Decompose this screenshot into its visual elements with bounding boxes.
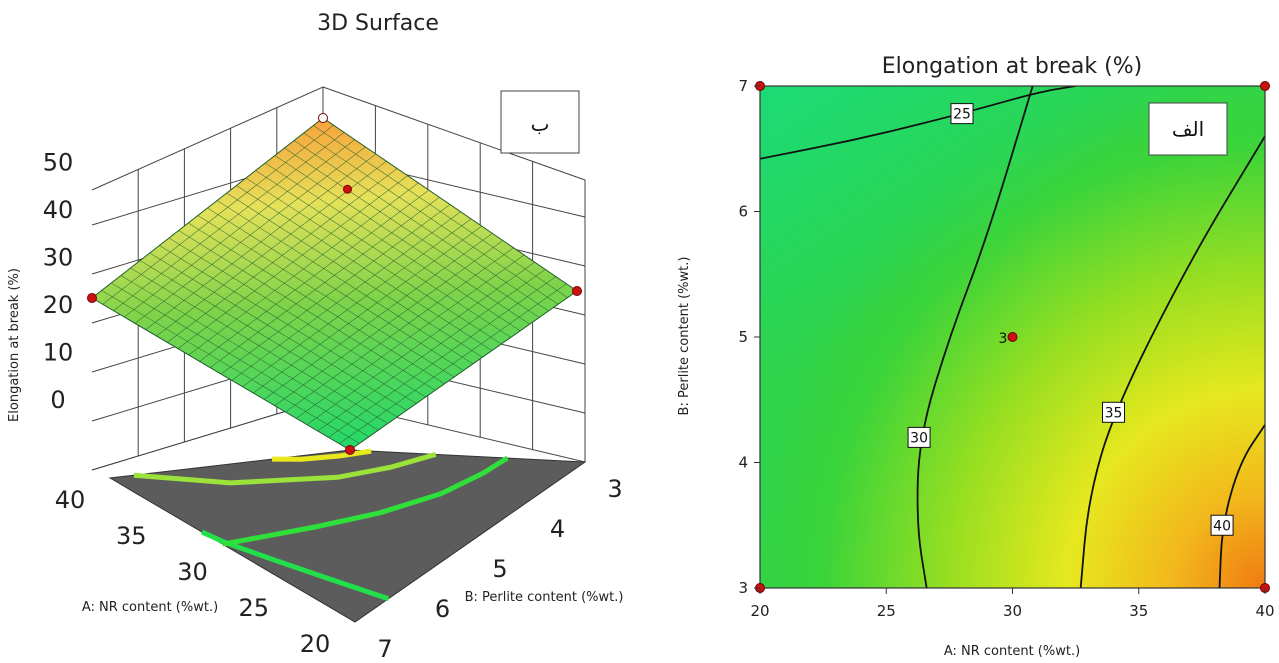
surface-design-point [345,445,355,455]
floor-contour-25 [200,529,390,602]
surface-title: 3D Surface [317,11,439,36]
y-axis-ticks-3d: 3 4 5 6 7 [377,475,622,663]
y-axis-label: B: Perlite content (%wt.) [677,257,692,416]
y-axis-label-3d: B: Perlite content (%wt.) [465,590,624,605]
y-tick-label: 6 [738,203,748,221]
mesh-line-b [91,297,351,451]
z-tick-label: 40 [43,196,74,224]
contour-label: 35 [1105,405,1123,421]
z-tick-label: 50 [43,149,74,177]
floor-contour-40 [271,448,372,462]
contour-label: 40 [1213,518,1231,534]
x-tick-label: 40 [1255,602,1274,620]
mesh-line-b [101,290,360,444]
y-tick-label-3d: 5 [492,555,507,583]
z-tick-label: 30 [43,244,74,272]
contour-label-box [950,103,974,125]
contour-label-box [907,426,931,448]
contour-label-box [1210,514,1234,536]
contour-label: 30 [910,430,928,446]
z-tick-label: 10 [43,339,74,367]
annotation-box-b [500,90,580,154]
x-axis-ticks: 20 25 30 35 40 [750,588,1275,620]
surface-mesh [91,117,578,451]
surface-center-point [343,184,352,194]
contour-line-25 [760,86,1076,160]
x-axis-label-3d: A: NR content (%wt.) [82,600,218,615]
surface-design-point [572,286,582,296]
x-tick-label: 35 [1129,602,1148,620]
z-tick-label: 0 [50,386,65,414]
contour-design-point [1260,81,1270,91]
x-tick-label-3d: 25 [238,594,269,622]
contour-labels: 25 30 35 40 [907,103,1234,536]
contour-line-35 [1079,135,1265,588]
contour-line-30 [916,86,1034,588]
surface-floor [108,449,587,623]
mesh-line-b [111,282,370,438]
x-axis-label: A: NR content (%wt.) [944,644,1080,659]
x-axis-ticks-3d: 20 25 30 35 40 [55,486,331,658]
x-tick-label-3d: 20 [300,630,331,658]
floor-contours [133,448,509,602]
floor-contour-35 [133,451,437,486]
y-tick-label-3d: 4 [550,515,565,543]
x-tick-label-3d: 40 [55,486,86,514]
y-axis-ticks: 3 4 5 6 7 [738,77,760,597]
mesh-line-b [120,275,379,431]
mesh-line-b [130,267,388,424]
mesh-line-a [124,139,355,318]
y-tick-label: 3 [738,579,748,597]
surface-design-point [318,113,328,123]
annotation-b: ب [531,112,550,136]
center-point-count: 3 [999,331,1008,347]
contour-label-box [1102,401,1125,423]
x-tick-label-3d: 30 [177,558,208,586]
x-tick-label: 30 [1003,602,1022,620]
mesh-line-a [113,132,345,311]
y-tick-label: 7 [738,77,748,95]
y-tick-label-3d: 3 [607,475,622,503]
z-tick-label: 20 [43,291,74,319]
annotation-box-alef [1148,102,1228,156]
mesh-line-a [102,124,334,305]
x-tick-label-3d: 35 [116,522,147,550]
z-axis-ticks: 0 10 20 30 40 50 [43,149,74,415]
mesh-line-a [91,117,324,299]
annotation-alef: الف [1172,117,1204,141]
floor-contour-30 [222,455,509,547]
contour-title: Elongation at break (%) [882,54,1142,79]
contour-design-point [1007,332,1018,342]
contour-label: 25 [953,107,971,123]
x-tick-label: 25 [877,602,896,620]
y-tick-label-3d: 7 [377,635,392,663]
z-axis-label: Elongation at break (%) [7,268,22,422]
surface-design-point [87,293,97,303]
y-tick-label: 4 [738,454,748,472]
right-wall-frame [322,86,586,462]
y-tick-label: 5 [738,328,748,346]
y-tick-label-3d: 6 [435,595,450,623]
surface-design-points [87,113,582,455]
x-tick-label: 20 [750,602,769,620]
